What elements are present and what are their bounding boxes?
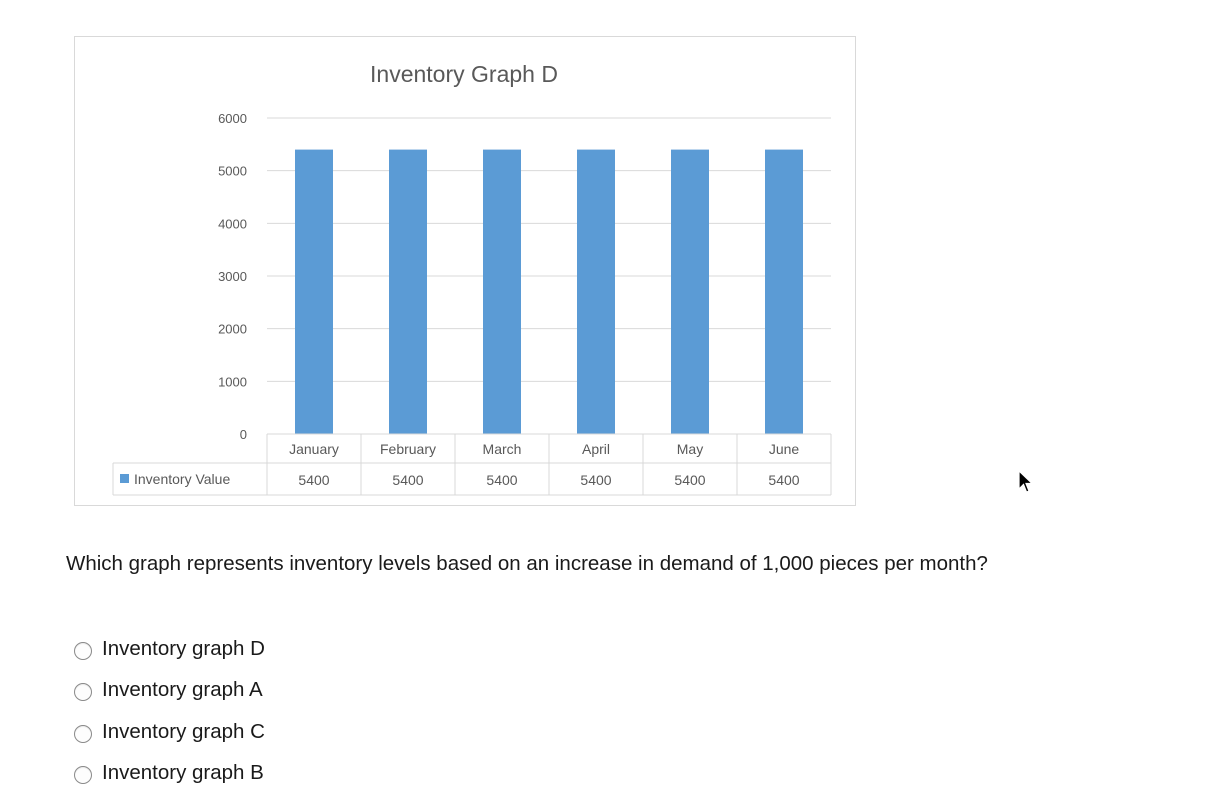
option-graph-a[interactable]: Inventory graph A	[74, 670, 265, 712]
category-label: January	[289, 441, 339, 457]
y-tick-label: 2000	[218, 322, 247, 337]
bar-chart: Inventory Graph D 0 1000 2000 3000 4000 5000 60…	[112, 61, 832, 496]
y-tick-label: 3000	[218, 269, 247, 284]
option-label: Inventory graph C	[102, 719, 265, 743]
data-table-value: 5400	[674, 472, 705, 488]
bar	[577, 149, 615, 434]
option-label: Inventory graph D	[102, 636, 265, 660]
category-label: June	[769, 441, 800, 457]
mouse-cursor-icon	[1018, 470, 1034, 493]
radio-button[interactable]	[74, 766, 92, 785]
series-name: Inventory Value	[134, 471, 230, 487]
category-label: May	[677, 441, 703, 457]
option-label: Inventory graph B	[102, 761, 264, 785]
bar	[765, 149, 803, 434]
chart-card: Inventory Graph D 0 1000 2000 3000 4000 5000 60…	[74, 36, 856, 506]
radio-button[interactable]	[74, 724, 92, 743]
data-table-value: 5400	[486, 472, 517, 488]
option-graph-b[interactable]: Inventory graph B	[74, 753, 265, 795]
y-tick-label: 1000	[218, 374, 247, 389]
bar	[671, 149, 709, 434]
data-table-value: 5400	[392, 472, 423, 488]
bar	[389, 149, 427, 434]
data-table-value: 5400	[580, 472, 611, 488]
category-label: March	[483, 441, 522, 457]
legend-key	[120, 474, 129, 483]
radio-button[interactable]	[74, 641, 92, 660]
data-table-value: 5400	[768, 472, 799, 488]
option-graph-d[interactable]: Inventory graph D	[74, 628, 265, 670]
y-tick-label: 5000	[218, 164, 247, 179]
question-text: Which graph represents inventory levels …	[66, 552, 988, 575]
y-tick-label: 0	[240, 427, 247, 442]
y-tick-label: 4000	[218, 216, 247, 231]
y-tick-label: 6000	[218, 111, 247, 126]
answer-options: Inventory graph D Inventory graph A Inve…	[74, 628, 265, 794]
option-graph-c[interactable]: Inventory graph C	[74, 711, 265, 753]
option-label: Inventory graph A	[102, 678, 263, 702]
category-label: April	[582, 441, 610, 457]
chart-title: Inventory Graph D	[370, 61, 558, 87]
data-table-value: 5400	[298, 472, 329, 488]
bar	[295, 149, 333, 434]
bar	[483, 149, 521, 434]
category-label: February	[380, 441, 436, 457]
radio-button[interactable]	[74, 683, 92, 702]
